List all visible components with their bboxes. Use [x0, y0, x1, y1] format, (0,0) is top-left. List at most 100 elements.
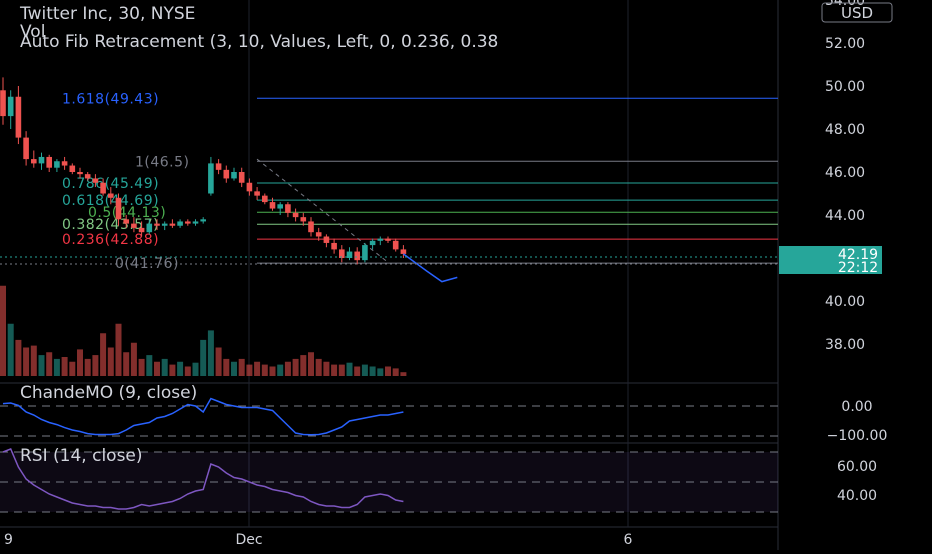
- volume-bar: [130, 342, 137, 376]
- candles: [0, 77, 407, 265]
- candle-body: [292, 212, 299, 218]
- fib-retracement[interactable]: 1.618(49.43) 1(46.5) 0.786(45.49)0.618(44.…: [62, 91, 778, 272]
- volume-bar: [77, 349, 83, 376]
- candle-body: [339, 249, 345, 258]
- volume-bar: [100, 333, 107, 376]
- chande-tick-1: −100.00: [827, 428, 888, 444]
- volume-bar: [361, 364, 368, 376]
- volume-bar: [84, 358, 91, 376]
- fib-level-label: 0.382(43.57): [62, 217, 159, 233]
- volume-bar: [0, 285, 6, 376]
- candle-body: [131, 223, 137, 228]
- chande-tick-0: 0.00: [841, 399, 872, 415]
- fib-legend[interactable]: Auto Fib Retracement (3, 10, Values, Lef…: [20, 32, 498, 52]
- volume-bar: [369, 366, 376, 376]
- volume-bar: [215, 347, 222, 376]
- volume-bar: [254, 361, 261, 376]
- price-tick: 50.00: [825, 79, 865, 95]
- candle-body: [7, 96, 14, 117]
- volume-bar: [23, 347, 30, 376]
- chande-legend[interactable]: ChandeMO (9, close): [20, 383, 197, 403]
- volume-bar: [169, 364, 176, 376]
- indicator-lines: [2, 397, 404, 510]
- symbol-title[interactable]: Twitter Inc, 30, NYSE: [19, 4, 195, 24]
- candle-body: [385, 238, 391, 241]
- candle-body: [231, 172, 237, 179]
- candle-body: [315, 232, 322, 237]
- candle-body: [169, 223, 176, 226]
- volume-bar: [346, 362, 353, 376]
- volume-bar: [154, 361, 160, 376]
- volume-bar: [261, 364, 268, 376]
- fib-level-label: 0.5(44.13): [88, 205, 166, 221]
- candle-body: [362, 245, 368, 261]
- volume-bar: [231, 361, 237, 376]
- price-tick: 44.00: [825, 208, 865, 224]
- volume-bar: [223, 358, 230, 376]
- currency-button-frame: [821, 2, 893, 23]
- volume-bar: [30, 345, 37, 376]
- volume-bar: [138, 358, 145, 376]
- volume-bar: [284, 361, 291, 376]
- volume-bar: [200, 339, 207, 376]
- volume-bar: [192, 362, 199, 376]
- volume-bar: [315, 358, 322, 376]
- volume-bar: [38, 355, 45, 376]
- candle-body: [300, 217, 307, 222]
- currency-button[interactable]: USD: [821, 2, 893, 23]
- candle-body: [192, 221, 199, 224]
- price-tick-top: 54.00: [825, 0, 865, 9]
- candle-body: [177, 221, 183, 226]
- volume-bar: [177, 361, 184, 376]
- projection-path: [402, 253, 458, 283]
- volume-bar: [292, 358, 299, 376]
- rsi-line: [2, 448, 404, 510]
- volume-bar: [46, 352, 53, 376]
- candle-body: [161, 223, 168, 226]
- price-axis[interactable]: 54.00 52.00 50.00 48.00 46.00 44.00 40.00 38.00: [825, 0, 865, 353]
- candle-body: [215, 163, 222, 170]
- price-tick: 48.00: [825, 122, 865, 138]
- volume-bar: [161, 358, 168, 376]
- volume-bar: [331, 364, 338, 376]
- volume-bar: [69, 361, 76, 376]
- rsi-tick-0: 60.00: [837, 459, 877, 475]
- projection-drawing[interactable]: [402, 253, 458, 283]
- price-tick: 40.00: [825, 294, 865, 310]
- candle-body: [138, 227, 145, 233]
- candle-body: [100, 182, 106, 194]
- volume-bar: [300, 355, 307, 376]
- volume-bar: [92, 355, 99, 376]
- volume-bar: [7, 323, 14, 376]
- last-price-value: 42.19: [838, 247, 878, 263]
- rsi-tick-1: 40.00: [837, 488, 877, 504]
- fib-level-label: 0.618(44.69): [62, 193, 159, 209]
- volume-bar: [146, 355, 153, 376]
- currency-label: USD: [841, 4, 873, 22]
- volume-bar: [400, 372, 407, 376]
- fib-level-label: 0.236(42.88): [62, 232, 159, 248]
- volume-bar: [115, 323, 122, 376]
- candle-body: [185, 221, 191, 224]
- candle-body: [377, 238, 384, 241]
- price-tick: 46.00: [825, 165, 865, 181]
- fib-level-label: 0.786(45.49): [62, 176, 159, 192]
- volume-bars: [0, 285, 407, 376]
- candle-body: [308, 221, 314, 233]
- volume-bar: [354, 366, 361, 376]
- volume-bar: [323, 361, 330, 376]
- volume-bar: [123, 352, 130, 376]
- fib-trendline: [256, 158, 389, 263]
- candle-body: [92, 178, 99, 183]
- candle-body: [23, 137, 29, 160]
- volume-bar: [53, 358, 60, 376]
- candle-body: [77, 172, 83, 175]
- candle-body: [31, 159, 37, 164]
- vol-legend[interactable]: Vol: [20, 22, 45, 42]
- rsi-legend[interactable]: RSI (14, close): [20, 446, 143, 466]
- candle-body: [61, 161, 68, 166]
- price-tick: 38.00: [825, 337, 865, 353]
- candle-body: [154, 223, 160, 226]
- candle-body: [223, 169, 230, 179]
